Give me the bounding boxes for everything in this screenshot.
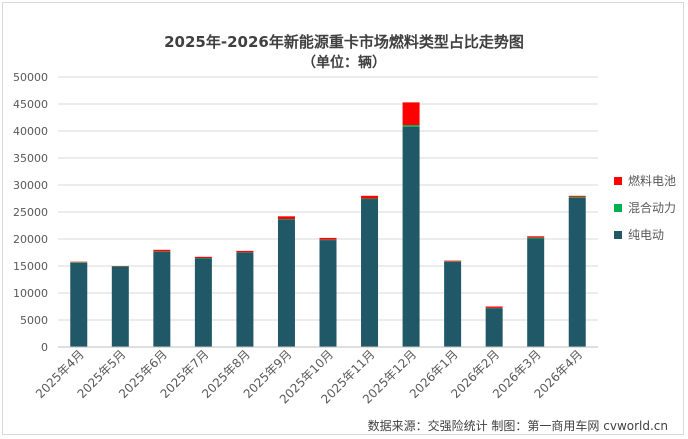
- legend-swatch: [614, 204, 622, 212]
- bar-segment: [111, 266, 129, 347]
- y-axis: 0 5000 10000 15000 20000 25000 30000 35000 40000…: [13, 71, 48, 354]
- y-tick-label: 20000: [13, 233, 48, 246]
- bar-segment: [194, 256, 212, 259]
- legend-swatch: [614, 231, 622, 239]
- bar-segment: [194, 258, 212, 347]
- y-tick-label: 30000: [13, 179, 48, 192]
- bar-segment: [527, 236, 545, 238]
- source-footer: 数据来源：交强险统计 制图：第一商用车网 cvworld.cn: [368, 418, 668, 433]
- bar-segment: [527, 237, 545, 239]
- bar-segment: [70, 261, 88, 263]
- bar-segment: [402, 125, 420, 127]
- x-axis: 2025年4月2025年5月2025年6月2025年7月2025年8月2025年…: [33, 346, 598, 406]
- y-tick-label: 5000: [20, 314, 48, 327]
- bar-segment: [527, 238, 545, 347]
- bar-segment: [444, 261, 462, 347]
- y-tick-label: 0: [41, 341, 48, 354]
- bar-segment: [402, 102, 420, 126]
- y-tick-label: 10000: [13, 287, 48, 300]
- y-tick-label: 35000: [13, 152, 48, 165]
- bar-segment: [361, 199, 379, 347]
- y-tick-label: 15000: [13, 260, 48, 273]
- legend-label: 燃料电池: [628, 173, 676, 188]
- chart-title: 2025年-2026年新能源重卡市场燃料类型占比走势图: [164, 33, 524, 51]
- bar-segment: [236, 250, 254, 253]
- bar-segment: [277, 219, 295, 347]
- bar-segment: [153, 251, 171, 347]
- bar-segment: [444, 260, 462, 262]
- bar-segment: [361, 195, 379, 199]
- bar-segment: [485, 306, 503, 308]
- bar-segment: [402, 126, 420, 348]
- y-tick-label: 45000: [13, 98, 48, 111]
- bar-segment: [70, 262, 88, 263]
- legend-swatch: [614, 177, 622, 185]
- bar-segment: [361, 198, 379, 200]
- bar-segment: [568, 196, 586, 198]
- bar-segment: [236, 252, 254, 347]
- chart-frame: [2, 2, 684, 435]
- legend-label: 混合动力: [628, 200, 676, 215]
- y-tick-label: 25000: [13, 206, 48, 219]
- bar-segment: [568, 195, 586, 197]
- bar-segment: [485, 308, 503, 347]
- bar-segment: [568, 197, 586, 347]
- bar-segment: [153, 251, 171, 252]
- bar-segment: [319, 237, 337, 240]
- bar-segment: [153, 249, 171, 252]
- bar-segment: [277, 219, 295, 220]
- y-tick-label: 40000: [13, 125, 48, 138]
- chart-subtitle: （单位：辆）: [302, 54, 386, 71]
- bars: [70, 102, 586, 348]
- y-tick-label: 50000: [13, 71, 48, 84]
- legend-label: 纯电动: [628, 228, 664, 242]
- bar-segment: [319, 240, 337, 347]
- bar-segment: [70, 262, 88, 347]
- bar-segment: [277, 216, 295, 220]
